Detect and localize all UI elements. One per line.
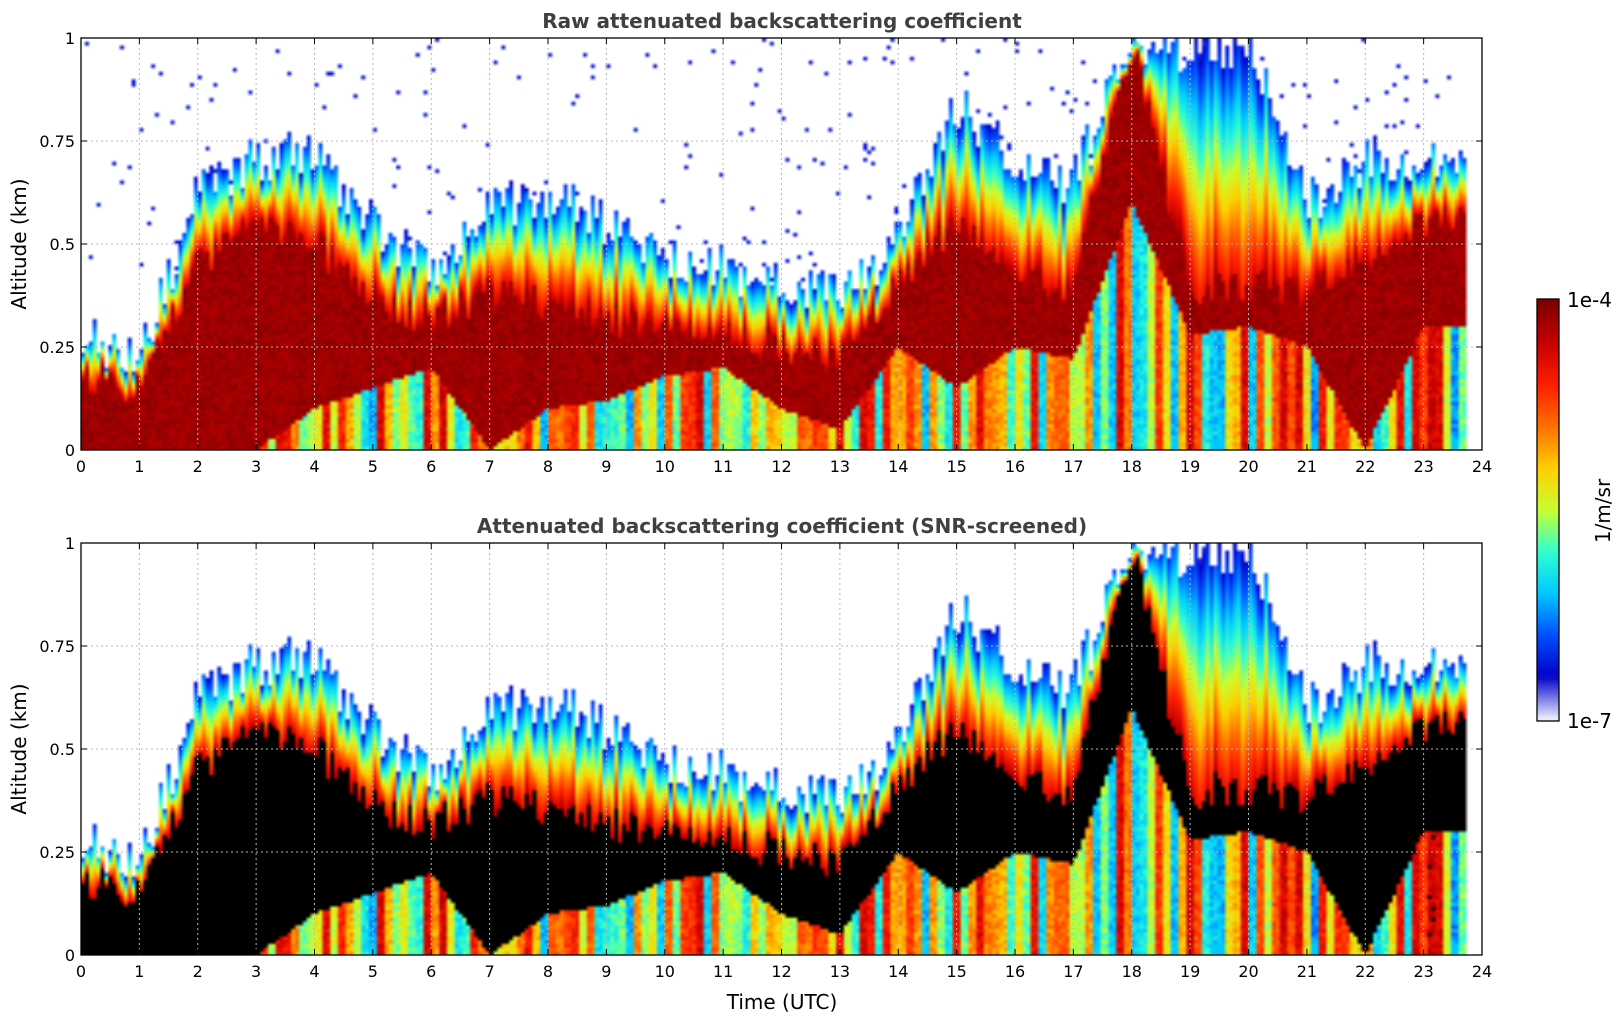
colorbar-max-label: 1e-4 — [1567, 288, 1612, 312]
x-tick-label: 5 — [368, 962, 378, 981]
raw-panel-x-axis: 0 1 2 3 4 5 6 7 8 9 10 11 12 13 14 15 16 17 18 19 20 21 22 23 24 — [76, 38, 1492, 476]
x-tick-label: 7 — [485, 457, 495, 476]
x-tick-label: 7 — [485, 962, 495, 981]
x-tick-label: 5 — [368, 457, 378, 476]
screened-backscatter-panel: Attenuated backscattering coefficient (S… — [7, 514, 1492, 1014]
x-tick-label: 10 — [655, 457, 675, 476]
x-tick-label: 4 — [309, 457, 319, 476]
screened-panel-title: Attenuated backscattering coefficient (S… — [477, 514, 1087, 538]
x-axis-label: Time (UTC) — [726, 990, 838, 1014]
screened-panel-grid — [81, 543, 1482, 955]
x-tick-label: 21 — [1297, 962, 1317, 981]
x-tick-label: 19 — [1180, 457, 1200, 476]
x-tick-label: 23 — [1413, 457, 1433, 476]
x-tick-label: 18 — [1122, 962, 1142, 981]
screened-panel-y-axis: 0 0.25 0.5 0.75 1 — [39, 534, 1482, 965]
raw-panel-y-axis: 0 0.25 0.5 0.75 1 — [39, 29, 1482, 460]
x-tick-label: 23 — [1413, 962, 1433, 981]
x-tick-label: 20 — [1238, 962, 1258, 981]
x-tick-label: 10 — [655, 962, 675, 981]
screened-panel-y-axis-label: Altitude (km) — [7, 683, 31, 814]
x-tick-label: 6 — [426, 962, 436, 981]
x-tick-label: 16 — [1005, 962, 1025, 981]
x-tick-label: 9 — [601, 962, 611, 981]
y-tick-label: 0.5 — [50, 235, 75, 254]
colorbar-frame — [1536, 298, 1560, 722]
x-tick-label: 19 — [1180, 962, 1200, 981]
x-tick-label: 20 — [1238, 457, 1258, 476]
x-tick-label: 2 — [193, 962, 203, 981]
x-tick-label: 1 — [134, 962, 144, 981]
x-tick-label: 6 — [426, 457, 436, 476]
x-tick-label: 16 — [1005, 457, 1025, 476]
y-tick-label: 0.5 — [50, 740, 75, 759]
x-tick-label: 9 — [601, 457, 611, 476]
x-tick-label: 22 — [1355, 457, 1375, 476]
x-tick-label: 0 — [76, 457, 86, 476]
x-tick-label: 2 — [193, 457, 203, 476]
x-tick-label: 12 — [771, 962, 791, 981]
x-tick-label: 24 — [1472, 962, 1492, 981]
raw-panel-title: Raw attenuated backscattering coefficien… — [542, 9, 1022, 33]
x-tick-label: 0 — [76, 962, 86, 981]
x-tick-label: 4 — [309, 962, 319, 981]
colorbar: 1e-4 1e-7 1/m/sr — [1536, 288, 1615, 733]
x-tick-label: 3 — [251, 457, 261, 476]
x-tick-label: 17 — [1063, 457, 1083, 476]
x-tick-label: 21 — [1297, 457, 1317, 476]
colorbar-gradient — [1537, 299, 1559, 721]
x-tick-label: 13 — [830, 457, 850, 476]
x-tick-label: 12 — [771, 457, 791, 476]
raw-backscatter-panel: Raw attenuated backscattering coefficien… — [7, 9, 1492, 476]
x-tick-label: 22 — [1355, 962, 1375, 981]
x-tick-label: 13 — [830, 962, 850, 981]
x-tick-label: 14 — [888, 457, 908, 476]
x-tick-label: 11 — [713, 457, 733, 476]
y-tick-label: 0.25 — [39, 338, 75, 357]
raw-panel-y-axis-label: Altitude (km) — [7, 178, 31, 309]
x-tick-label: 3 — [251, 962, 261, 981]
x-tick-label: 8 — [543, 457, 553, 476]
x-tick-label: 15 — [946, 457, 966, 476]
x-tick-label: 1 — [134, 457, 144, 476]
screened-panel-x-axis: 0 1 2 3 4 5 6 7 8 9 10 11 12 13 14 15 16 17 18 19 20 21 22 23 24 — [76, 543, 1492, 981]
x-tick-label: 11 — [713, 962, 733, 981]
y-tick-label: 0.75 — [39, 637, 75, 656]
y-tick-label: 1 — [65, 534, 75, 553]
y-tick-label: 0 — [65, 441, 75, 460]
y-tick-label: 0.25 — [39, 843, 75, 862]
y-tick-label: 0 — [65, 946, 75, 965]
x-tick-label: 18 — [1122, 457, 1142, 476]
x-tick-label: 24 — [1472, 457, 1492, 476]
raw-panel-grid — [81, 38, 1482, 450]
colorbar-min-label: 1e-7 — [1567, 709, 1612, 733]
x-tick-label: 15 — [946, 962, 966, 981]
x-tick-label: 14 — [888, 962, 908, 981]
colorbar-unit-label: 1/m/sr — [1591, 478, 1615, 543]
x-tick-label: 17 — [1063, 962, 1083, 981]
x-tick-label: 8 — [543, 962, 553, 981]
y-tick-label: 0.75 — [39, 132, 75, 151]
y-tick-label: 1 — [65, 29, 75, 48]
